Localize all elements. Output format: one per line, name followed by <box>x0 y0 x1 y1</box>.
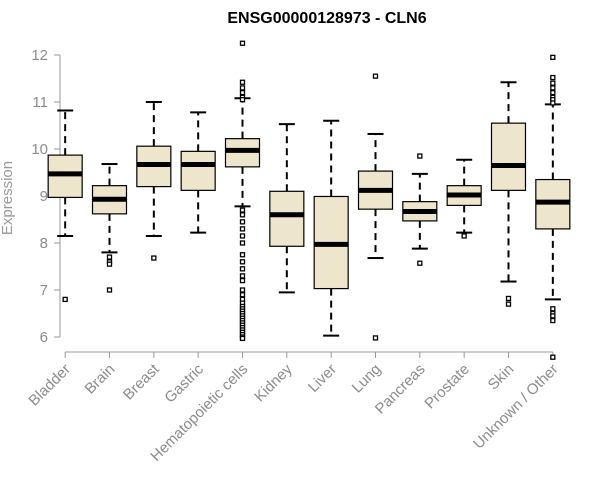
outlier-point <box>372 73 379 79</box>
y-axis: 6 7 8 9 10 11 12 <box>31 47 61 346</box>
chart-title: ENSG00000128973 - CLN6 <box>227 10 426 27</box>
x-tick-label: Liver <box>305 361 340 396</box>
y-tick-label: 6 <box>40 329 48 346</box>
outlier-point <box>372 335 379 341</box>
y-tick-label: 7 <box>40 282 48 299</box>
outlier-point <box>550 354 556 360</box>
outlier-point <box>106 254 113 260</box>
y-axis-label: Expression <box>0 161 16 235</box>
x-tick-label: Prostate <box>421 361 473 413</box>
outlier-point <box>239 40 246 46</box>
outlier-point <box>62 296 68 303</box>
outlier-point <box>239 219 246 225</box>
y-tick-label: 10 <box>31 141 48 158</box>
outlier-point <box>239 273 246 279</box>
box-group <box>357 73 394 341</box>
outlier-point <box>550 89 556 96</box>
x-tick-label: Breast <box>120 360 163 403</box>
box-group <box>269 123 305 294</box>
box-group <box>313 119 349 337</box>
y-tick-label: 8 <box>40 235 48 252</box>
x-tick-label: Brain <box>82 361 119 398</box>
outlier-point <box>106 261 113 267</box>
x-tick-label: Lung <box>349 361 385 397</box>
outlier-point <box>239 207 246 213</box>
x-tick-label: Bladder <box>25 361 74 410</box>
outlier-point <box>550 100 556 106</box>
x-tick-label: Kidney <box>251 360 296 405</box>
outlier-point <box>550 313 556 319</box>
box <box>180 150 216 191</box>
outlier-point <box>239 233 246 239</box>
outlier-point <box>239 277 246 284</box>
y-tick-label: 11 <box>32 94 48 111</box>
x-tick-label: Skin <box>485 361 518 394</box>
box-group <box>224 40 261 342</box>
box-group <box>490 81 527 307</box>
outlier-point <box>239 259 246 265</box>
box-group <box>47 109 83 303</box>
outlier-point <box>239 287 246 293</box>
outlier-point <box>417 153 423 159</box>
box-group <box>91 163 128 293</box>
outlier-point <box>239 89 246 96</box>
outlier-point <box>550 85 556 91</box>
outlier-point <box>106 287 113 293</box>
outlier-point <box>550 306 556 312</box>
box-group <box>446 158 482 239</box>
plot-area <box>47 40 571 360</box>
y-tick-label: 12 <box>31 47 48 64</box>
outlier-point <box>239 292 246 298</box>
outlier-point <box>550 80 556 86</box>
outlier-point <box>239 335 246 342</box>
outlier-point <box>239 266 246 272</box>
outlier-point <box>239 97 246 103</box>
box <box>490 122 527 191</box>
outlier-point <box>550 317 556 324</box>
outlier-point <box>239 252 246 258</box>
outlier-point <box>505 295 512 302</box>
outlier-point <box>239 212 246 218</box>
box-group <box>136 101 172 261</box>
y-tick-label: 9 <box>40 188 48 205</box>
outlier-point <box>461 233 467 239</box>
x-tick-label: Unknown / Other <box>470 361 562 453</box>
box-group <box>402 153 438 266</box>
outlier-point <box>417 260 423 266</box>
outlier-point <box>239 79 246 85</box>
outlier-point <box>239 226 246 232</box>
outlier-point <box>550 54 556 60</box>
box-group <box>535 54 571 360</box>
outlier-point <box>151 255 157 261</box>
outlier-point <box>505 301 512 307</box>
box <box>269 190 305 247</box>
outlier-point <box>239 85 246 91</box>
outlier-point <box>239 240 246 246</box>
box-group <box>180 111 216 234</box>
outlier-point <box>550 74 556 81</box>
